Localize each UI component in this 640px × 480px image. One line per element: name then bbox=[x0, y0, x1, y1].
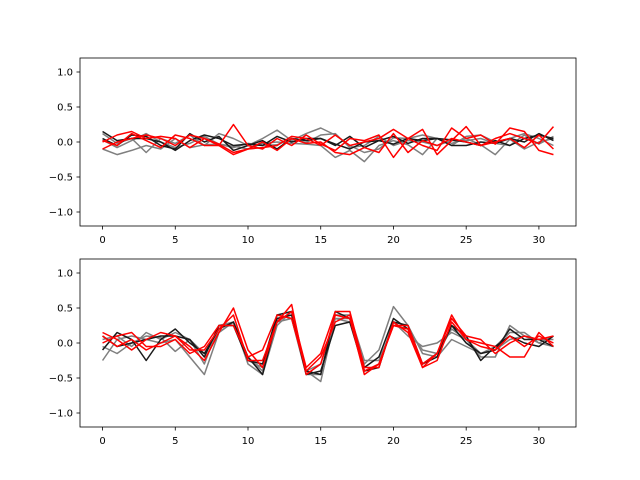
series-line-red-8 bbox=[102, 132, 554, 156]
x-tick-label: 20 bbox=[387, 436, 400, 447]
x-tick-label: 20 bbox=[387, 235, 400, 246]
y-tick-label: −0.5 bbox=[49, 374, 73, 385]
x-tick-label: 10 bbox=[242, 235, 255, 246]
y-tick-label: 1.0 bbox=[57, 269, 73, 280]
x-tick-label: 25 bbox=[460, 436, 473, 447]
series-line-red-7 bbox=[102, 310, 554, 369]
x-tick-label: 15 bbox=[314, 436, 327, 447]
x-tick-label: 5 bbox=[172, 436, 178, 447]
y-tick-label: −0.5 bbox=[49, 173, 73, 184]
y-tick-label: 0.5 bbox=[57, 304, 73, 315]
x-tick-label: 0 bbox=[99, 235, 105, 246]
x-tick-label: 5 bbox=[172, 235, 178, 246]
y-tick-label: −1.0 bbox=[49, 208, 73, 219]
x-tick-label: 25 bbox=[460, 235, 473, 246]
series-line-red-7 bbox=[102, 127, 554, 156]
y-tick-label: −1.0 bbox=[49, 409, 73, 420]
series-line-red-8 bbox=[102, 314, 554, 372]
y-tick-label: 0.0 bbox=[57, 339, 73, 350]
x-tick-label: 30 bbox=[533, 235, 546, 246]
x-tick-label: 15 bbox=[314, 235, 327, 246]
x-tick-label: 0 bbox=[99, 436, 105, 447]
y-tick-label: 0.5 bbox=[57, 103, 73, 114]
bottom-subplot: 0 5 10 15 20 25 30 1.0 0.5 0.0 −0.5 −1.0 bbox=[49, 258, 577, 447]
series-line-black-5 bbox=[102, 310, 554, 376]
y-tick-label: 0.0 bbox=[57, 138, 73, 149]
x-tick-label: 10 bbox=[242, 436, 255, 447]
series-line-black-4 bbox=[101, 314, 554, 376]
y-tick-label: 1.0 bbox=[57, 68, 73, 79]
top-subplot: 0 5 10 15 20 25 30 1.0 0.5 0.0 −0.5 −1.0 bbox=[49, 57, 577, 246]
x-tick-label: 30 bbox=[533, 436, 546, 447]
